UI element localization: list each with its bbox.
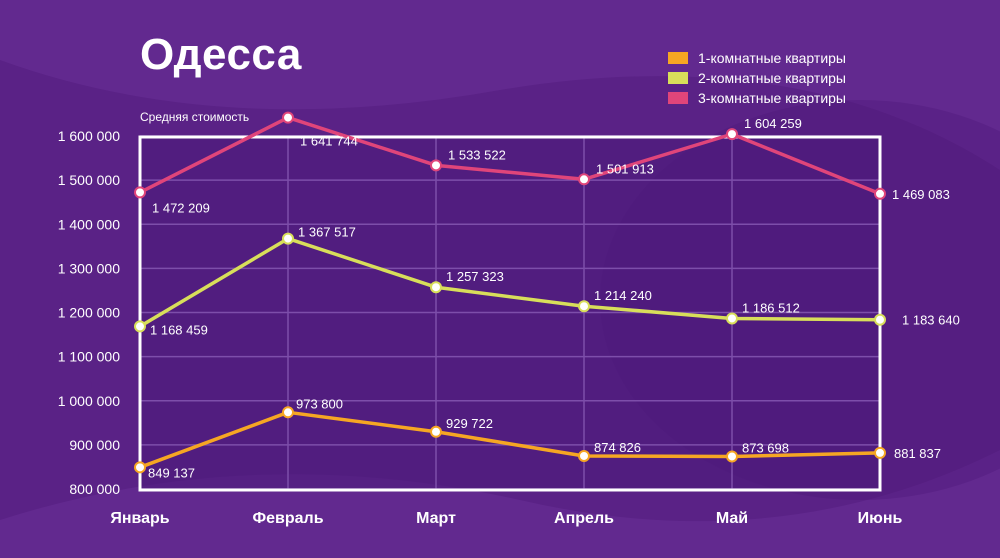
data-label: 973 800 [296,396,343,411]
data-point [578,449,590,462]
legend-swatch-3room [668,92,688,104]
data-point [726,128,738,141]
y-tick-label: 800 000 [69,481,120,497]
data-point [282,232,294,245]
y-tick-label: 1 100 000 [58,349,120,365]
data-label: 1 183 640 [902,313,960,328]
legend-label-2room: 2-комнатные квартиры [698,70,846,86]
data-label: 874 826 [594,440,641,455]
data-point [726,312,738,325]
data-label: 1 214 240 [594,288,652,303]
data-label: 1 186 512 [742,300,800,315]
data-label: 1 604 259 [744,116,802,131]
plot-area [140,137,880,490]
legend-swatch-2room [668,72,688,84]
data-point [578,300,590,313]
data-point [282,406,294,419]
legend-label-1room: 1-комнатные квартиры [698,50,846,66]
data-point [134,320,146,333]
data-point [726,450,738,463]
data-label: 929 722 [446,416,493,431]
data-label: 849 137 [148,465,195,480]
data-point [430,425,442,438]
data-label: 1 501 913 [596,161,654,176]
legend-item-1room: 1-комнатные квартиры [668,48,846,68]
y-tick-label: 1 300 000 [58,260,120,276]
legend-label-3room: 3-комнатные квартиры [698,90,846,106]
series-line-2 [139,236,881,328]
data-label: 873 698 [742,440,789,455]
data-label: 881 837 [894,446,941,461]
y-tick-label: 1 600 000 [58,128,120,144]
y-tick-label: 1 000 000 [58,393,120,409]
legend-item-2room: 2-комнатные квартиры [668,68,846,88]
data-point [874,446,886,459]
data-label: 1 472 209 [152,200,210,215]
data-label: 1 168 459 [150,322,208,337]
data-label: 1 367 517 [298,225,356,240]
x-tick-label: Март [416,510,456,527]
data-point [874,313,886,326]
series-line-3 [139,115,881,196]
legend: 1-комнатные квартиры 2-комнатные квартир… [668,48,846,108]
data-point [430,159,442,172]
plot-frame [138,135,882,492]
x-tick-label: Июнь [858,510,903,527]
y-axis-title: Средняя стоимость [140,110,250,124]
y-tick-label: 1 500 000 [58,172,120,188]
y-tick-label: 900 000 [69,437,120,453]
page-title: Одесса [140,30,302,79]
data-point [578,173,590,186]
data-point [874,187,886,200]
y-tick-label: 1 400 000 [58,216,120,232]
series-line-1 [139,410,881,469]
data-point [134,186,146,199]
data-point [430,281,442,294]
legend-item-3room: 3-комнатные квартиры [668,88,846,108]
x-tick-label: Май [716,510,748,527]
y-tick-label: 1 200 000 [58,305,120,321]
data-label: 1 641 744 [300,134,358,149]
data-label: 1 469 083 [892,187,950,202]
data-point [282,111,294,124]
x-tick-label: Январь [110,510,169,527]
legend-swatch-1room [668,52,688,64]
x-tick-label: Апрель [554,510,614,527]
data-label: 1 533 522 [448,147,506,162]
data-point [134,461,146,474]
data-label: 1 257 323 [446,269,504,284]
x-tick-label: Февраль [252,510,323,527]
